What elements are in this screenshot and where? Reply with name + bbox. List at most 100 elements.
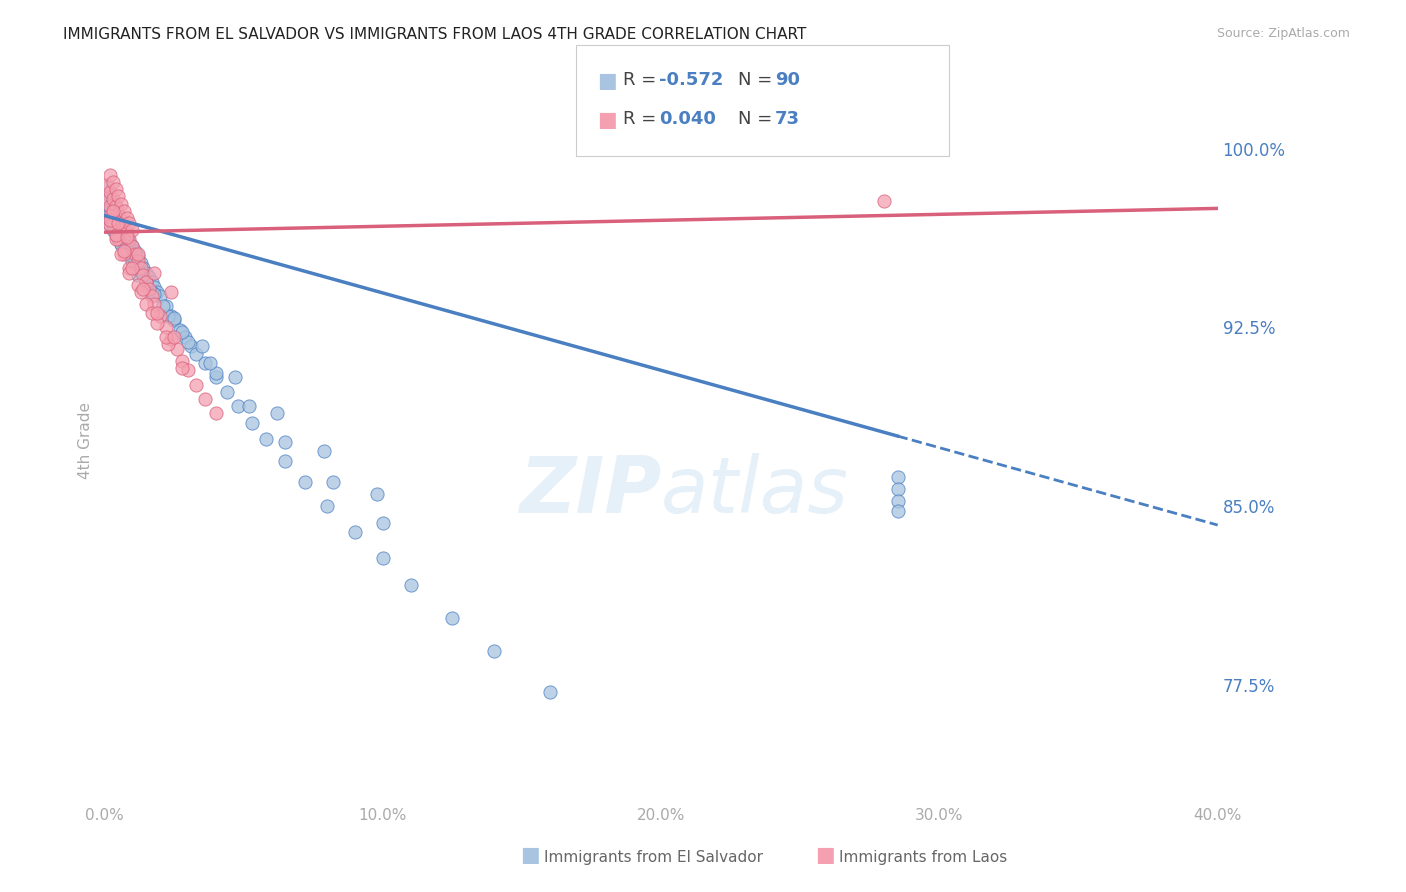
Point bbox=[112, 225, 135, 239]
Point bbox=[127, 253, 149, 268]
Point bbox=[107, 216, 129, 230]
Point bbox=[115, 239, 138, 253]
Point bbox=[121, 253, 143, 268]
Text: Immigrants from Laos: Immigrants from Laos bbox=[839, 850, 1008, 865]
Text: Immigrants from El Salvador: Immigrants from El Salvador bbox=[544, 850, 763, 865]
Point bbox=[204, 406, 226, 420]
Text: IMMIGRANTS FROM EL SALVADOR VS IMMIGRANTS FROM LAOS 4TH GRADE CORRELATION CHART: IMMIGRANTS FROM EL SALVADOR VS IMMIGRANT… bbox=[63, 27, 807, 42]
Point bbox=[316, 499, 339, 513]
Point bbox=[274, 434, 297, 449]
Point bbox=[112, 242, 135, 256]
Point bbox=[98, 211, 121, 225]
Text: 73: 73 bbox=[775, 110, 800, 128]
Point bbox=[177, 334, 200, 349]
Point bbox=[104, 182, 127, 196]
Point bbox=[226, 399, 249, 413]
Point bbox=[98, 168, 121, 182]
Point bbox=[146, 306, 169, 320]
Point bbox=[132, 282, 155, 296]
Point bbox=[115, 211, 138, 225]
Point bbox=[294, 475, 316, 490]
Point bbox=[121, 260, 143, 275]
Point bbox=[399, 577, 422, 591]
Point bbox=[163, 313, 186, 327]
Point bbox=[104, 227, 127, 242]
Point bbox=[135, 266, 157, 280]
Point bbox=[107, 232, 129, 246]
Text: ■: ■ bbox=[815, 846, 835, 865]
Point bbox=[172, 353, 194, 368]
Point bbox=[274, 454, 297, 468]
Point bbox=[129, 260, 152, 275]
Point bbox=[98, 185, 121, 199]
Point bbox=[112, 220, 135, 235]
Point bbox=[112, 244, 135, 259]
Point bbox=[127, 268, 149, 282]
Point bbox=[101, 175, 124, 189]
Point bbox=[169, 323, 191, 337]
Point bbox=[118, 266, 141, 280]
Point bbox=[110, 230, 132, 244]
Point bbox=[127, 263, 149, 277]
Text: N =: N = bbox=[738, 71, 778, 89]
Text: ■: ■ bbox=[598, 110, 617, 129]
Point bbox=[135, 275, 157, 289]
Point bbox=[115, 230, 138, 244]
Point bbox=[343, 525, 366, 540]
Point bbox=[98, 209, 121, 223]
Point bbox=[157, 337, 180, 351]
Text: Source: ZipAtlas.com: Source: ZipAtlas.com bbox=[1216, 27, 1350, 40]
Point bbox=[141, 275, 163, 289]
Point bbox=[174, 330, 197, 344]
Point bbox=[186, 377, 208, 392]
Point bbox=[107, 189, 129, 203]
Point bbox=[194, 356, 217, 370]
Point bbox=[163, 330, 186, 344]
Point bbox=[149, 309, 172, 323]
Point bbox=[107, 209, 129, 223]
Point bbox=[138, 282, 160, 296]
Point bbox=[118, 260, 141, 275]
Point bbox=[132, 268, 155, 282]
Point bbox=[98, 189, 121, 203]
Point bbox=[177, 363, 200, 377]
Text: R =: R = bbox=[623, 110, 662, 128]
Point bbox=[124, 244, 146, 259]
Point bbox=[98, 213, 121, 227]
Point bbox=[194, 392, 217, 406]
Point bbox=[155, 330, 177, 344]
Point bbox=[132, 260, 155, 275]
Point bbox=[96, 194, 118, 209]
Point bbox=[180, 339, 202, 353]
Point bbox=[118, 232, 141, 246]
Text: atlas: atlas bbox=[661, 453, 849, 529]
Point bbox=[322, 475, 344, 490]
Point bbox=[155, 299, 177, 313]
Point bbox=[124, 253, 146, 268]
Point bbox=[886, 483, 908, 497]
Point bbox=[366, 487, 388, 501]
Point bbox=[238, 399, 260, 413]
Point bbox=[143, 287, 166, 301]
Point bbox=[115, 230, 138, 244]
Point bbox=[152, 299, 174, 313]
Text: -0.572: -0.572 bbox=[659, 71, 724, 89]
Text: ZIP: ZIP bbox=[519, 453, 661, 529]
Point bbox=[101, 206, 124, 220]
Point bbox=[107, 220, 129, 235]
Point bbox=[110, 237, 132, 252]
Point bbox=[886, 504, 908, 518]
Text: ■: ■ bbox=[598, 71, 617, 91]
Text: ■: ■ bbox=[520, 846, 540, 865]
Point bbox=[104, 213, 127, 227]
Point bbox=[198, 356, 221, 370]
Point bbox=[127, 277, 149, 292]
Point bbox=[186, 346, 208, 360]
Point bbox=[96, 180, 118, 194]
Point bbox=[143, 296, 166, 310]
Point bbox=[121, 239, 143, 253]
Point bbox=[101, 192, 124, 206]
Point bbox=[98, 199, 121, 213]
Point bbox=[138, 270, 160, 285]
Point bbox=[172, 360, 194, 375]
